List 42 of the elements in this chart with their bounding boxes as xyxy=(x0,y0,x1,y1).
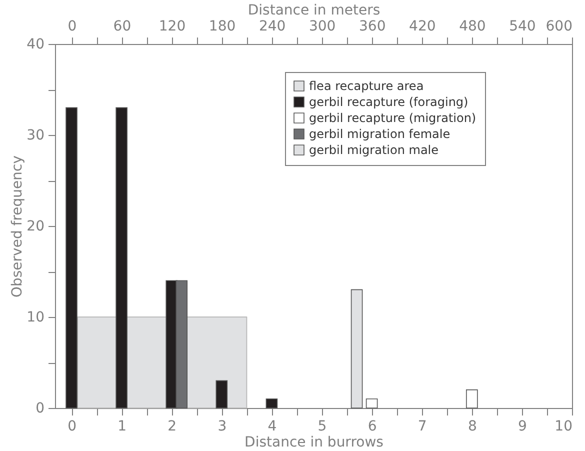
y-tick-label: 0 xyxy=(36,400,44,416)
x-tick-label: 1 xyxy=(118,418,127,434)
x-tick-label: 6 xyxy=(368,418,377,434)
legend-label: gerbil migration male xyxy=(309,143,439,157)
x-tick-label: 9 xyxy=(518,418,527,434)
y-tick-label: 40 xyxy=(26,36,44,52)
x-tick-label: 7 xyxy=(418,418,427,434)
x2-tick-label: 300 xyxy=(308,18,336,34)
x2-tick-label: 360 xyxy=(359,18,386,34)
bar xyxy=(466,389,478,408)
x2-tick-label: 0 xyxy=(68,18,77,34)
x2-tick-label: 120 xyxy=(158,18,186,34)
x2-tick-label: 480 xyxy=(459,18,486,34)
x-tick-label: 2 xyxy=(168,418,177,434)
x-tick-label: 5 xyxy=(318,418,327,434)
legend-label: gerbil recapture (migration) xyxy=(309,111,476,125)
x2-tick-label: 240 xyxy=(258,18,286,34)
x2-tick-label: 420 xyxy=(409,18,436,34)
x-tick-label: 10 xyxy=(554,418,572,434)
bar xyxy=(266,398,278,408)
bar xyxy=(350,289,363,408)
x-tick-label: 4 xyxy=(268,418,277,434)
x-tick-label: 3 xyxy=(218,418,227,434)
y-axis-title: Observed frequency xyxy=(10,155,26,298)
x-tick-label: 0 xyxy=(68,418,76,434)
bar xyxy=(366,398,378,408)
legend-label: gerbil recapture (foraging) xyxy=(309,95,468,109)
legend-label: flea recapture area xyxy=(309,79,424,93)
x2-tick-label: 180 xyxy=(208,18,236,34)
x2-tick-label: 540 xyxy=(509,18,536,34)
bar xyxy=(116,107,128,408)
x-axis-title: Distance in burrows xyxy=(244,434,384,450)
bar xyxy=(216,380,228,408)
bar xyxy=(66,107,78,408)
y-tick-label: 10 xyxy=(26,310,44,326)
x2-tick-label: 60 xyxy=(113,18,132,34)
x2-axis-title: Distance in meters xyxy=(248,2,380,18)
y-tick-label: 20 xyxy=(26,218,44,234)
x-tick-label: 8 xyxy=(468,418,477,434)
x2-tick-label: 600 xyxy=(546,18,572,34)
legend-label: gerbil migration female xyxy=(309,127,450,141)
y-tick-label: 30 xyxy=(26,128,44,144)
